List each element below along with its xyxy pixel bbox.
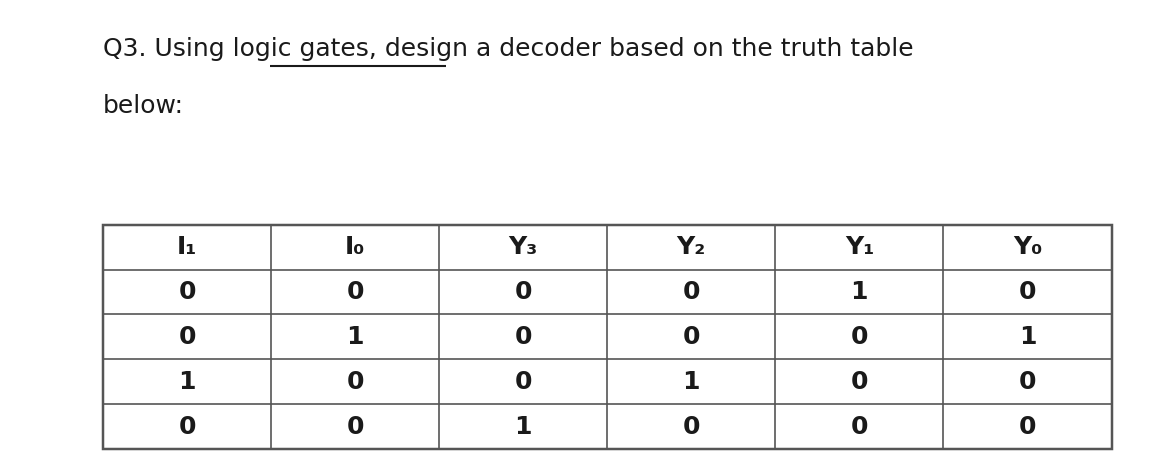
Text: 1: 1	[515, 415, 532, 439]
Text: 0: 0	[682, 325, 700, 349]
Text: 0: 0	[1019, 280, 1037, 304]
Text: Q3. Using logic gates, design a decoder based on the truth table: Q3. Using logic gates, design a decoder …	[103, 37, 914, 61]
Text: Y₀: Y₀	[1013, 235, 1042, 259]
Text: 0: 0	[346, 415, 364, 439]
Text: 1: 1	[682, 370, 700, 394]
Text: Y₂: Y₂	[676, 235, 706, 259]
Text: 0: 0	[1019, 415, 1037, 439]
Text: Q3. Using: Q3. Using	[103, 37, 233, 61]
Text: 0: 0	[178, 415, 195, 439]
Text: 0: 0	[851, 415, 868, 439]
Text: 0: 0	[178, 280, 195, 304]
Text: 1: 1	[346, 325, 364, 349]
Text: 0: 0	[346, 280, 364, 304]
Text: 0: 0	[682, 415, 700, 439]
Text: Y₁: Y₁	[845, 235, 874, 259]
Text: 0: 0	[515, 325, 532, 349]
Text: 0: 0	[178, 325, 195, 349]
Text: 1: 1	[851, 280, 868, 304]
Text: I₀: I₀	[345, 235, 365, 259]
Text: below:: below:	[103, 94, 184, 117]
Text: 0: 0	[682, 280, 700, 304]
Text: Y₃: Y₃	[509, 235, 538, 259]
Text: Q3. Using logic gates: Q3. Using logic gates	[103, 37, 369, 61]
Bar	[103, 225, 1112, 449]
Text: 0: 0	[851, 325, 868, 349]
Text: I₁: I₁	[177, 235, 197, 259]
Text: 0: 0	[515, 280, 532, 304]
Text: 0: 0	[515, 370, 532, 394]
Text: 1: 1	[1019, 325, 1037, 349]
Text: 1: 1	[178, 370, 195, 394]
Text: 0: 0	[346, 370, 364, 394]
Text: 0: 0	[851, 370, 868, 394]
Text: 0: 0	[1019, 370, 1037, 394]
